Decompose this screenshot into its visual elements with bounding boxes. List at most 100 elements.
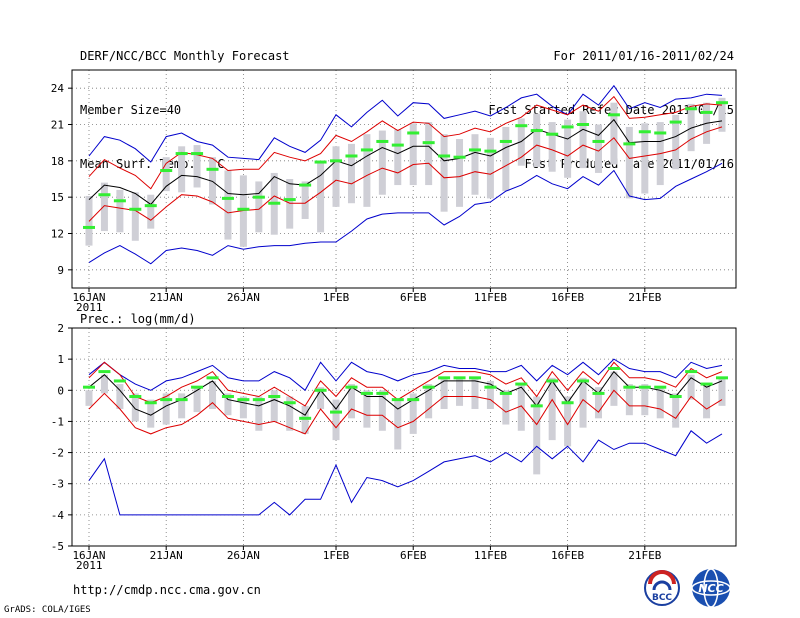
median-marker bbox=[515, 124, 528, 128]
median-marker bbox=[484, 385, 497, 389]
x-tick-label: 1FEB bbox=[323, 549, 350, 562]
x-tick-label: 21JAN bbox=[150, 549, 183, 562]
member-box bbox=[100, 182, 108, 232]
median-marker bbox=[98, 193, 111, 197]
spread-upper-line bbox=[88, 361, 723, 407]
median-marker bbox=[144, 204, 157, 208]
temperature-panel: 9 12 15 18 21 24 16JAN 21JAN 26JAN 1FEB 6FEB 11FEB 1… bbox=[51, 69, 737, 314]
member-box bbox=[564, 119, 572, 178]
member-box bbox=[687, 103, 695, 152]
member-box bbox=[286, 179, 294, 229]
member-box bbox=[517, 118, 525, 166]
precipitation-panel: -5 -4 -3 -2 -1 0 1 2 16JAN 21JAN 26JAN 1FEB 6FEB 11FE… bbox=[51, 322, 737, 572]
member-box bbox=[193, 145, 201, 188]
member-box bbox=[641, 123, 649, 194]
ensemble-max-line bbox=[88, 84, 723, 163]
member-box bbox=[471, 134, 479, 195]
x-tick-label: 16JAN bbox=[72, 549, 105, 562]
member-box bbox=[517, 384, 525, 431]
median-marker bbox=[113, 379, 126, 383]
member-box bbox=[703, 384, 711, 419]
median-marker bbox=[716, 376, 728, 380]
median-marker bbox=[206, 376, 219, 380]
x-tick-label: 11FEB bbox=[474, 549, 507, 562]
member-box bbox=[579, 377, 587, 428]
member-box bbox=[255, 396, 263, 431]
ensemble-mean-line bbox=[88, 118, 723, 206]
median-marker bbox=[623, 142, 636, 146]
footer-url: http://cmdp.ncc.cma.gov.cn bbox=[73, 583, 261, 597]
member-box bbox=[286, 396, 294, 431]
x-tick-label: 6FEB bbox=[400, 549, 427, 562]
member-box bbox=[440, 134, 448, 212]
median-marker bbox=[577, 379, 590, 383]
member-box bbox=[224, 170, 232, 240]
median-marker bbox=[191, 385, 204, 389]
median-marker bbox=[360, 148, 373, 152]
member-box bbox=[347, 384, 355, 419]
y-tick-label: 9 bbox=[57, 264, 64, 277]
y-tick-label: -3 bbox=[51, 478, 64, 491]
member-box bbox=[317, 163, 325, 233]
median-marker bbox=[391, 143, 404, 147]
member-box bbox=[502, 390, 510, 425]
median-marker bbox=[592, 139, 605, 143]
member-box bbox=[579, 111, 587, 169]
y-tick-label: -4 bbox=[51, 509, 65, 522]
median-marker bbox=[129, 395, 142, 399]
median-marker bbox=[592, 391, 605, 395]
ensemble-min-line bbox=[88, 162, 723, 265]
median-marker bbox=[453, 155, 466, 159]
median-marker bbox=[638, 385, 651, 389]
member-box bbox=[239, 175, 247, 247]
median-marker bbox=[330, 410, 343, 414]
median-marker bbox=[607, 113, 620, 117]
median-marker bbox=[83, 225, 95, 229]
x-tick-label: 6FEB bbox=[400, 291, 427, 304]
plot-frame bbox=[71, 327, 737, 547]
median-marker bbox=[113, 199, 126, 203]
member-box bbox=[239, 396, 247, 419]
median-marker bbox=[638, 130, 651, 134]
y-tick-label: 18 bbox=[51, 155, 64, 168]
median-marker bbox=[422, 141, 435, 145]
ensemble-mean-line bbox=[88, 370, 723, 416]
median-marker bbox=[175, 152, 188, 156]
member-box bbox=[718, 377, 726, 406]
y-tick-label: 0 bbox=[57, 384, 64, 397]
median-marker bbox=[252, 195, 265, 199]
plot-frame bbox=[71, 69, 737, 289]
median-marker bbox=[438, 154, 451, 158]
member-box bbox=[440, 377, 448, 409]
member-box bbox=[363, 390, 371, 428]
median-marker bbox=[499, 391, 512, 395]
x-tick-label: 1FEB bbox=[323, 291, 350, 304]
x-year-label: 2011 bbox=[76, 301, 103, 314]
median-marker bbox=[700, 382, 713, 386]
median-marker bbox=[700, 110, 713, 114]
member-box bbox=[116, 384, 124, 409]
median-marker bbox=[160, 398, 173, 402]
bcc-logo: BCC bbox=[644, 570, 680, 606]
member-box bbox=[147, 194, 155, 229]
member-box bbox=[332, 399, 340, 441]
member-box bbox=[301, 405, 309, 434]
member-box bbox=[594, 124, 602, 173]
median-marker bbox=[268, 395, 281, 399]
median-marker bbox=[330, 159, 343, 163]
median-marker bbox=[345, 154, 358, 158]
member-box bbox=[610, 102, 618, 165]
y-tick-label: 2 bbox=[57, 322, 64, 335]
median-marker bbox=[453, 376, 466, 380]
median-marker bbox=[237, 398, 250, 402]
x-tick-label: 26JAN bbox=[227, 549, 260, 562]
median-marker bbox=[654, 131, 667, 135]
member-box bbox=[85, 390, 93, 406]
member-box bbox=[255, 181, 263, 233]
x-tick-label: 26JAN bbox=[227, 291, 260, 304]
ensemble-min-line bbox=[88, 430, 723, 516]
y-tick-label: -5 bbox=[51, 540, 64, 553]
median-marker bbox=[577, 123, 590, 126]
member-box bbox=[301, 181, 309, 219]
